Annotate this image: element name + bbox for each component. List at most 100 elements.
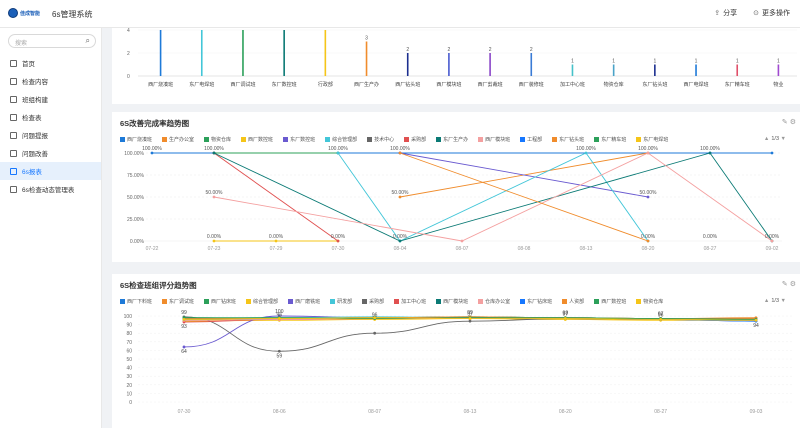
legend-item[interactable]: 西厂模块班 [436,298,468,305]
legend-item[interactable]: 东厂精车班 [594,136,626,143]
sidebar-item[interactable]: 班组构建 [0,90,101,108]
data-label: 2 [406,47,409,53]
data-point [212,195,216,199]
legend-item[interactable]: 东厂钻头班 [552,136,584,143]
legend-label: 东厂钻床班 [527,299,553,305]
data-label: 1 [736,59,739,65]
legend-item[interactable]: 加工中心班 [394,298,426,305]
completion-rate-card: 6S改善完成率趋势图 ✎ ⚙ 西厂烧凑班 生产办公室 物资仓库 西厂数控班 东厂数控班 综… [112,112,800,262]
data-label: 1 [695,59,698,65]
share-button[interactable]: ⇪ 分享 [714,8,737,18]
chart-legend: 西厂下料班 东厂调试班 西厂钻床班 综合管理部 西厂磨铣班 研发部 采购部 加工中心班 西厂模块… [120,298,760,305]
x-tick-label: 西厂生产办 [354,81,379,88]
edit-icon[interactable]: ✎ [781,119,788,126]
sidebar-item[interactable]: 6s报表 [0,162,101,180]
y-tick-label: 0 [127,74,130,80]
legend-item[interactable]: 西厂烧凑班 [120,136,152,143]
data-label: 99 [467,310,473,316]
data-label: 96 [658,312,664,318]
legend-label: 人资部 [569,299,585,305]
legend-item[interactable]: 综合管理部 [246,298,278,305]
legend-item[interactable]: 东厂生产办 [436,136,468,143]
series-line [399,152,649,198]
legend-item[interactable]: 综合管理部 [325,136,357,143]
legend-item[interactable]: 人资部 [562,298,584,305]
legend-item[interactable]: 工程部 [520,136,542,143]
more-actions-button[interactable]: ⊙ 更多操作 [753,8,790,18]
sidebar-item[interactable]: 首页 [0,54,101,72]
data-label: 0.00% [703,234,718,240]
data-label: 0.00% [641,234,656,240]
sidebar-item[interactable]: 检查内容 [0,72,101,90]
sidebar-item[interactable]: 6s检查动态管理表 [0,180,101,198]
y-tick-label: 30 [126,374,132,380]
legend-item[interactable]: 西厂钻床班 [204,298,236,305]
legend-item[interactable]: 仓库办公室 [478,298,510,305]
data-label: 97 [658,312,664,318]
search-icon[interactable]: ⌕ [85,36,90,45]
legend-pager[interactable]: ▲ 1/3 ▼ [764,136,788,142]
legend-pager[interactable]: ▲ 1/3 ▼ [764,298,788,304]
completion-rate-chart: 0.00% 25.00% 50.00% 75.00% 100.00% 07-22 07-23… [124,146,782,252]
legend-item[interactable]: 西厂模块班 [478,136,510,143]
settings-icon[interactable]: ⚙ [789,281,796,288]
bar-chart-card: 0 2 4 4 西厂烧凑班 4 东厂电焊班 4 西厂调试班 4 东厂数控班 4 行政部 3 西厂生产办 2 西厂… [112,24,800,104]
y-tick-label: 0 [129,400,132,406]
data-label: 96 [372,312,378,318]
pager-right-icon[interactable]: ▼ [779,136,786,142]
legend-item[interactable]: 研发部 [330,298,352,305]
data-label: 0.00% [207,234,222,240]
legend-item[interactable]: 生产办公室 [162,136,194,143]
pager-left-icon[interactable]: ▲ [763,136,770,142]
data-label: 100 [275,309,284,315]
legend-item[interactable]: 东厂数控班 [283,136,315,143]
data-point [373,331,377,335]
data-point [212,151,216,155]
y-tick-label: 2 [127,51,130,57]
pager-left-icon[interactable]: ▲ [763,298,770,304]
document-icon [10,77,17,85]
x-tick-label: 08-06 [273,409,286,415]
legend-item[interactable]: 东厂电焊班 [636,136,668,143]
y-tick-label: 10 [126,391,132,397]
sidebar-item[interactable]: 检查表 [0,108,101,126]
legend-item[interactable]: 东厂调试班 [162,298,194,305]
data-point [212,239,216,243]
legend-item[interactable]: 西厂数控班 [241,136,273,143]
search-input[interactable]: 搜索 ⌕ [8,34,96,48]
series-line [213,152,339,242]
x-tick-label: 08-20 [642,246,655,252]
data-label: 97 [563,312,569,318]
search-placeholder: 搜索 [15,41,28,47]
data-label: 50.00% [206,190,224,196]
data-label: 94 [753,323,759,329]
data-point [770,239,774,243]
legend-item[interactable]: 西厂下料班 [120,298,152,305]
document-icon [10,131,17,139]
sidebar-item-label: 6s报表 [22,169,42,176]
legend-item[interactable]: 物资仓库 [204,136,231,143]
logo[interactable]: 佳成智能 [8,8,40,18]
legend-item[interactable]: 采购部 [362,298,384,305]
x-tick-label: 08-04 [394,246,407,252]
legend-label: 西厂磨铣班 [295,299,321,305]
legend-item[interactable]: 西厂磨铣班 [288,298,320,305]
legend-item[interactable]: 物资仓库 [636,298,663,305]
edit-icon[interactable]: ✎ [781,281,788,288]
settings-icon[interactable]: ⚙ [789,119,796,126]
data-label: 1 [777,59,780,65]
legend-item[interactable]: 技术中心 [367,136,394,143]
pager-right-icon[interactable]: ▼ [779,298,786,304]
x-tick-label: 08-13 [464,409,477,415]
x-tick-label: 东厂精车班 [725,81,750,88]
legend-item[interactable]: 西厂数控班 [594,298,626,305]
data-point [277,349,281,353]
series-line [337,152,649,242]
legend-item[interactable]: 采购部 [404,136,426,143]
logo-text: 佳成智能 [20,10,41,17]
legend-swatch [594,299,600,304]
legend-item[interactable]: 东厂钻床班 [520,298,552,305]
sidebar-item[interactable]: 问题提报 [0,126,101,144]
sidebar-item[interactable]: 问题改善 [0,144,101,162]
data-label: 100.00% [142,146,162,152]
